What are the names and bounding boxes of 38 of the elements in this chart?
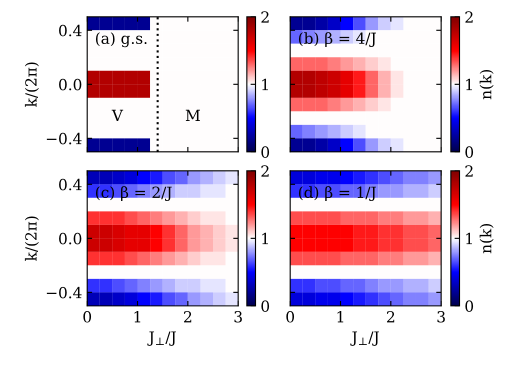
x-tick-label: 0 <box>286 311 294 323</box>
x-tick-label: 2 <box>387 311 394 322</box>
y-axis-title: k/(2π) <box>24 216 39 261</box>
x-tick-label: 1 <box>338 311 344 322</box>
y-tick-label: 0.0 <box>59 78 82 90</box>
annotation: M <box>186 110 200 121</box>
x-tick-label: 2 <box>184 311 192 322</box>
text: (c) β = 2/J <box>96 186 172 202</box>
color-bar-label: 1 <box>262 232 268 244</box>
color-bar-label: 0 <box>261 300 270 312</box>
y-axis-title: k/(2π) <box>24 62 39 107</box>
color-bar-label: 0 <box>465 146 474 158</box>
x-tick-label: 3 <box>437 311 445 323</box>
y-tick-label: −0.4 <box>46 286 82 298</box>
text: (a) g.s. <box>96 32 147 48</box>
color-bar-label: 1 <box>262 78 268 90</box>
color-bar-label: 0 <box>465 300 474 312</box>
text: (d) β = 1/J <box>298 186 376 202</box>
x-tick-label: 1 <box>134 311 140 322</box>
y-tick-label: −0.4 <box>46 132 82 144</box>
x-tick-label: 0 <box>83 311 92 323</box>
x-axis-title: J$_{⊥}$/J <box>350 332 379 346</box>
x-tick-label: 3 <box>234 311 242 323</box>
y-tick-label: 0.4 <box>59 178 82 190</box>
color-bar-label: 2 <box>465 165 473 177</box>
y-tick-label: 0.4 <box>59 24 82 36</box>
x-axis-title: J$_{⊥}$/J <box>147 332 176 346</box>
color-bar-label: 2 <box>261 11 269 23</box>
color-bar-title: n(k) <box>480 70 494 100</box>
text: (b) β = 4/J <box>298 32 376 47</box>
color-bar-label: 0 <box>261 146 270 158</box>
color-bar-label: 2 <box>261 165 269 177</box>
y-tick-label: 0.0 <box>59 232 82 244</box>
color-bar-title: n(k) <box>480 224 494 254</box>
color-bar-label: 2 <box>465 11 473 23</box>
annotation: V <box>112 110 124 121</box>
color-bar-label: 1 <box>466 78 472 90</box>
color-bar-label: 1 <box>466 232 472 244</box>
